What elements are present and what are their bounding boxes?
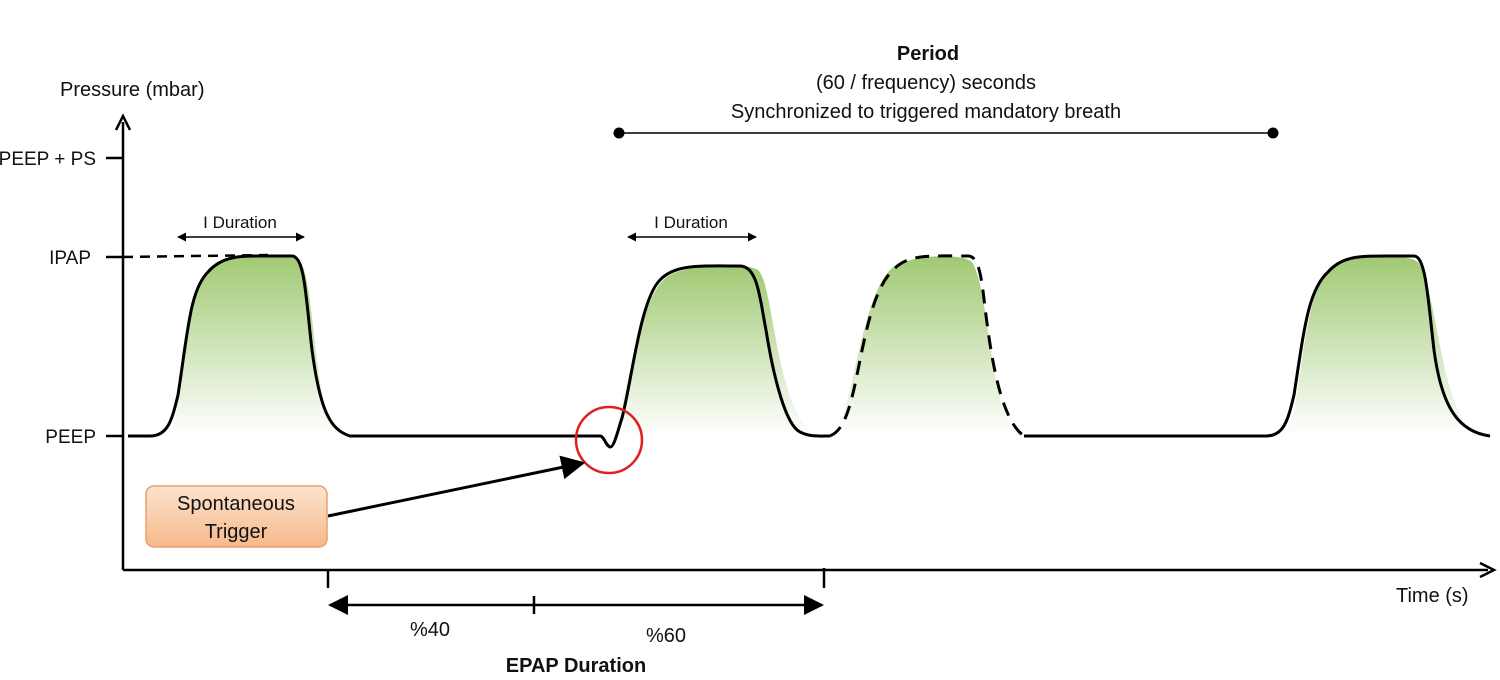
y-tick-label-ipap: IPAP bbox=[49, 248, 91, 269]
y-axis-arrowhead bbox=[114, 113, 132, 131]
axes: Pressure (mbar) Time (s) PEEP + PS IPAP … bbox=[0, 79, 1497, 607]
i-duration-annotations: I Duration I Duration bbox=[177, 213, 757, 242]
waveform-solid-segment-1 bbox=[128, 254, 831, 449]
epap-duration-title: EPAP Duration bbox=[506, 655, 646, 677]
period-annotation: Period (60 / frequency) seconds Synchron… bbox=[613, 43, 1279, 139]
y-tick-label-peep-ps: PEEP + PS bbox=[0, 149, 96, 170]
breath-fill-4 bbox=[1284, 255, 1480, 436]
i-duration-label-1: I Duration bbox=[203, 213, 277, 232]
trigger-label-line1: Spontaneous bbox=[177, 493, 295, 515]
breath-fill-2 bbox=[612, 265, 820, 436]
trigger-label-box bbox=[145, 485, 328, 548]
trigger-pointer-arrow bbox=[327, 455, 586, 518]
y-tick-label-peep: PEEP bbox=[45, 427, 96, 448]
i-duration-label-2: I Duration bbox=[654, 213, 728, 232]
ipap-reference-dashed-line bbox=[122, 253, 269, 259]
breath-fill-3-dashed bbox=[832, 256, 1020, 436]
pressure-waveform bbox=[122, 253, 1491, 449]
period-title: Period bbox=[897, 43, 959, 65]
period-description: Synchronized to triggered mandatory brea… bbox=[731, 101, 1121, 123]
x-axis-arrowhead bbox=[1479, 561, 1497, 579]
trigger-label-line2: Trigger bbox=[205, 521, 268, 543]
waveform-dashed-mandatory-breath bbox=[829, 254, 1025, 438]
breath-fill-1 bbox=[168, 255, 340, 436]
x-axis-label: Time (s) bbox=[1396, 585, 1469, 607]
spontaneous-trigger-callout: Spontaneous Trigger bbox=[145, 405, 644, 548]
period-formula: (60 / frequency) seconds bbox=[816, 72, 1036, 94]
breath-fills bbox=[168, 255, 1480, 436]
epap-duration-annotation: %40 %60 EPAP Duration bbox=[326, 568, 826, 677]
trigger-highlight-circle bbox=[574, 405, 644, 475]
epap-percent-40: %40 bbox=[410, 619, 450, 641]
epap-percent-60: %60 bbox=[646, 625, 686, 647]
waveform-solid-segment-2 bbox=[1024, 254, 1491, 438]
period-start-dot bbox=[613, 127, 625, 139]
period-end-dot bbox=[1267, 127, 1279, 139]
y-axis-label: Pressure (mbar) bbox=[60, 79, 204, 101]
